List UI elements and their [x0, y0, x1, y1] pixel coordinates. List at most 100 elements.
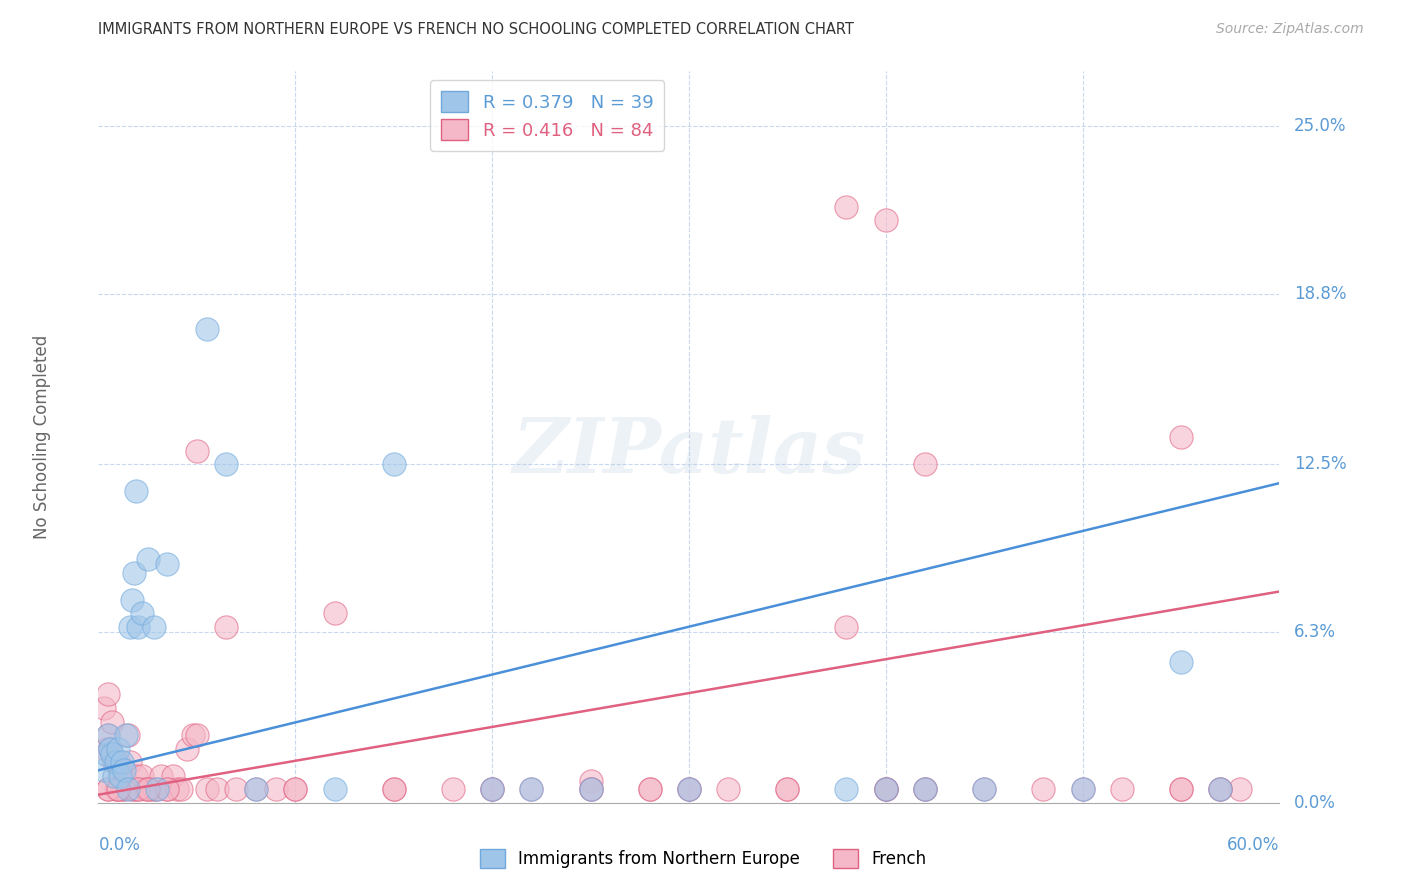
Point — [117, 728, 139, 742]
Point — [323, 606, 346, 620]
Point — [96, 747, 118, 761]
Point — [170, 782, 193, 797]
Point — [835, 620, 858, 634]
Point — [914, 782, 936, 797]
Point — [105, 782, 128, 797]
Point — [914, 457, 936, 471]
Point — [579, 782, 602, 797]
Point — [973, 782, 995, 797]
Point — [323, 782, 346, 797]
Point — [1071, 782, 1094, 797]
Point — [127, 782, 149, 797]
Point — [121, 592, 143, 607]
Point — [101, 714, 124, 729]
Point — [205, 782, 228, 797]
Text: 6.3%: 6.3% — [1294, 624, 1336, 641]
Point — [97, 728, 120, 742]
Point — [835, 782, 858, 797]
Point — [678, 782, 700, 797]
Point — [1170, 782, 1192, 797]
Point — [122, 566, 145, 580]
Point — [122, 782, 145, 797]
Point — [1170, 430, 1192, 444]
Point — [875, 782, 897, 797]
Point — [103, 755, 125, 769]
Point — [638, 782, 661, 797]
Point — [112, 764, 135, 778]
Point — [115, 774, 138, 789]
Point — [138, 782, 160, 797]
Point — [195, 782, 218, 797]
Point — [717, 782, 740, 797]
Point — [914, 782, 936, 797]
Point — [1111, 782, 1133, 797]
Point — [520, 782, 543, 797]
Legend: R = 0.379   N = 39, R = 0.416   N = 84: R = 0.379 N = 39, R = 0.416 N = 84 — [430, 80, 664, 151]
Point — [162, 769, 184, 783]
Point — [142, 620, 165, 634]
Point — [875, 782, 897, 797]
Text: IMMIGRANTS FROM NORTHERN EUROPE VS FRENCH NO SCHOOLING COMPLETED CORRELATION CHA: IMMIGRANTS FROM NORTHERN EUROPE VS FRENC… — [98, 22, 855, 37]
Point — [1071, 782, 1094, 797]
Point — [579, 782, 602, 797]
Text: 60.0%: 60.0% — [1227, 836, 1279, 854]
Point — [382, 782, 405, 797]
Point — [186, 728, 208, 742]
Point — [579, 774, 602, 789]
Point — [1229, 782, 1251, 797]
Point — [131, 606, 153, 620]
Text: 18.8%: 18.8% — [1294, 285, 1346, 302]
Point — [146, 782, 169, 797]
Point — [97, 728, 120, 742]
Point — [127, 782, 149, 797]
Point — [481, 782, 503, 797]
Text: Source: ZipAtlas.com: Source: ZipAtlas.com — [1216, 22, 1364, 37]
Point — [579, 782, 602, 797]
Point — [131, 769, 153, 783]
Point — [166, 782, 188, 797]
Point — [103, 769, 125, 783]
Point — [146, 782, 169, 797]
Point — [1170, 782, 1192, 797]
Point — [108, 769, 131, 783]
Text: 25.0%: 25.0% — [1294, 117, 1346, 135]
Point — [107, 782, 129, 797]
Point — [973, 782, 995, 797]
Point — [121, 782, 143, 797]
Point — [97, 782, 120, 797]
Point — [914, 782, 936, 797]
Point — [105, 755, 128, 769]
Point — [142, 782, 165, 797]
Point — [875, 782, 897, 797]
Point — [96, 741, 118, 756]
Point — [245, 782, 267, 797]
Point — [638, 782, 661, 797]
Point — [118, 755, 141, 769]
Point — [117, 782, 139, 797]
Point — [181, 728, 204, 742]
Point — [1209, 782, 1232, 797]
Point — [441, 782, 464, 797]
Point — [1032, 782, 1054, 797]
Point — [108, 769, 131, 783]
Point — [481, 782, 503, 797]
Point — [382, 457, 405, 471]
Point — [776, 782, 799, 797]
Point — [136, 782, 159, 797]
Point — [93, 701, 115, 715]
Point — [156, 782, 179, 797]
Point — [875, 782, 897, 797]
Text: 0.0%: 0.0% — [1294, 794, 1336, 812]
Legend: Immigrants from Northern Europe, French: Immigrants from Northern Europe, French — [472, 842, 934, 875]
Point — [225, 782, 247, 797]
Point — [101, 747, 124, 761]
Point — [107, 741, 129, 756]
Point — [98, 741, 121, 756]
Point — [284, 782, 307, 797]
Point — [264, 782, 287, 797]
Point — [195, 322, 218, 336]
Point — [107, 755, 129, 769]
Point — [835, 200, 858, 214]
Point — [135, 782, 157, 797]
Point — [382, 782, 405, 797]
